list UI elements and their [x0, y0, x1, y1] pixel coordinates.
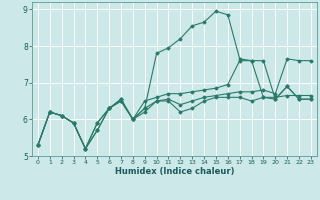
- X-axis label: Humidex (Indice chaleur): Humidex (Indice chaleur): [115, 167, 234, 176]
